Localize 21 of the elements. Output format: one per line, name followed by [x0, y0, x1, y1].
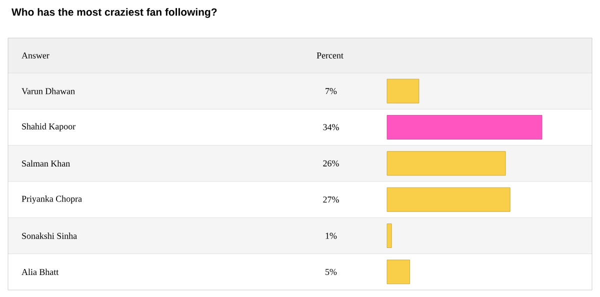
bar [386, 115, 542, 140]
y-axis-title: Answer [22, 52, 50, 59]
bar [386, 224, 392, 248]
data-label: 5% [326, 268, 337, 275]
data-label: 7% [326, 88, 337, 94]
y-tick-label: Priyanka Chopra [22, 196, 82, 204]
bar [386, 187, 510, 212]
data-label: 1% [326, 232, 337, 239]
x-axis-title: Percent [316, 52, 344, 58]
y-tick-label: Alia Bhatt [22, 268, 59, 276]
bar [386, 151, 506, 176]
data-label: 26% [323, 160, 339, 166]
y-tick-label: Sonakshi Sinha [22, 232, 77, 239]
bar [386, 260, 410, 284]
bar [386, 78, 420, 104]
data-label: 34% [323, 124, 339, 130]
y-tick-label: Shahid Kapoor [22, 123, 76, 132]
text: Who has the most craziest fan following? [12, 8, 217, 18]
data-label: 27% [323, 196, 339, 203]
y-tick-label: Salman Khan [22, 160, 70, 167]
y-tick-label: Varun Dhawan [22, 88, 75, 94]
